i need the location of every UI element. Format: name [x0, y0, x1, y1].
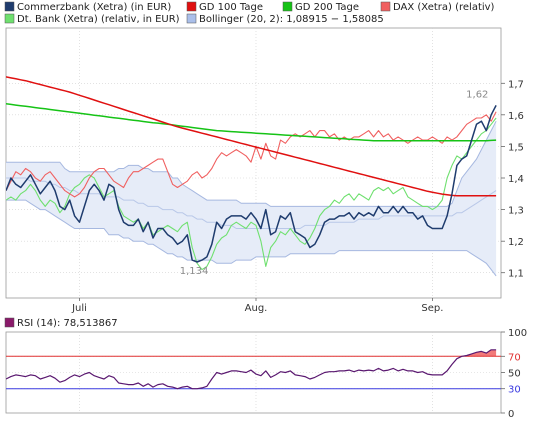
bollinger-lower-line [6, 199, 497, 277]
series-line-gd-100-tage [6, 76, 497, 197]
legend-swatch-dax [380, 1, 391, 12]
legend-item-bollinger: Bollinger (20, 2): 1,08915 − 1,58085 [186, 13, 384, 25]
series-line-rsi [6, 349, 497, 390]
rsi-legend-swatch [4, 317, 15, 328]
y-tick-label: 1,7 [508, 79, 524, 90]
bollinger-band [6, 120, 497, 277]
annotation-label: 1,134 [180, 266, 209, 277]
rsi-panel: RSI (14): 78,513867 100 70 50 30 0 [4, 317, 527, 420]
legend-swatch-bollinger [186, 13, 197, 24]
y-tick-label: 1,4 [508, 174, 524, 185]
rsi-series [6, 349, 497, 390]
price-annotations: 1,62 1,134 [180, 90, 489, 278]
legend-label-gd100: GD 100 Tage [199, 2, 263, 13]
legend-item-dt-bank: Dt. Bank (Xetra) (relativ, in EUR) [4, 13, 180, 25]
price-x-axis: Juli Aug. Sep. [71, 298, 443, 314]
legend-swatch-commerzbank [4, 1, 15, 12]
legend-item-gd200: GD 200 Tage [282, 1, 359, 13]
price-y-axis: 1,7 1,6 1,5 1,4 1,3 1,2 1,1 [501, 79, 524, 280]
legend-item-commerzbank: Commerzbank (Xetra) (in EUR) [4, 1, 171, 13]
rsi-y-tick-label: 30 [508, 385, 521, 396]
series-line-dax-xetra-relativ [6, 111, 497, 198]
legend-label-commerzbank: Commerzbank (Xetra) (in EUR) [17, 2, 171, 13]
legend-swatch-gd200 [282, 1, 293, 12]
rsi-y-tick-label: 50 [508, 369, 521, 380]
series-line-dt-bank-xetra-relativ-in-eur [6, 117, 497, 271]
y-tick-label: 1,6 [508, 111, 524, 122]
series-line-commerzbank-xetra-in-eur [6, 105, 497, 263]
legend-label-bollinger: Bollinger (20, 2): 1,08915 − 1,58085 [199, 14, 384, 25]
legend-swatch-gd100 [186, 1, 197, 12]
rsi-y-tick-label: 70 [508, 352, 521, 363]
rsi-y-tick-label: 100 [508, 328, 527, 339]
rsi-legend-label: RSI (14): 78,513867 [17, 318, 118, 329]
x-tick-label: Sep. [421, 303, 443, 314]
x-tick-label: Juli [71, 303, 87, 314]
price-series [6, 76, 497, 271]
legend-label-dt-bank: Dt. Bank (Xetra) (relativ, in EUR) [17, 14, 180, 25]
legend-item-dax: DAX (Xetra) (relativ) [380, 1, 495, 13]
legend: Commerzbank (Xetra) (in EUR) GD 100 Tage… [4, 1, 495, 25]
rsi-y-tick-label: 0 [508, 409, 514, 420]
rsi-level-lines [6, 355, 501, 390]
y-tick-label: 1,3 [508, 206, 524, 217]
legend-swatch-dt-bank [4, 13, 15, 24]
y-tick-label: 1,5 [508, 142, 524, 153]
legend-item-gd100: GD 100 Tage [186, 1, 263, 13]
series-line-gd-200-tage [6, 103, 497, 142]
annotation-label: 1,62 [466, 90, 488, 101]
y-tick-label: 1,1 [508, 269, 524, 280]
y-tick-label: 1,2 [508, 237, 524, 248]
x-tick-label: Aug. [245, 303, 268, 314]
legend-label-dax: DAX (Xetra) (relativ) [393, 2, 495, 13]
bollinger-band-area [6, 121, 497, 276]
bollinger-upper-line [6, 120, 497, 207]
price-panel: 1,71,61,51,41,31,21,1 Juli Aug. Sep. 1,621… [5, 27, 524, 314]
rsi-y-axis: 100 70 50 30 0 [501, 328, 527, 420]
legend-label-gd200: GD 200 Tage [295, 2, 359, 13]
